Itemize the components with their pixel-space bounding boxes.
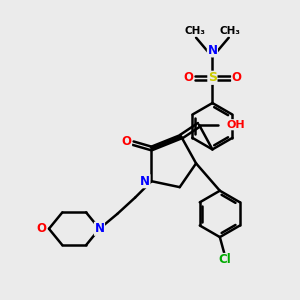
- Text: CH₃: CH₃: [184, 26, 205, 36]
- Text: CH₃: CH₃: [220, 26, 241, 36]
- Text: N: N: [207, 44, 218, 57]
- Text: O: O: [183, 71, 193, 84]
- Text: O: O: [37, 222, 46, 235]
- Text: Cl: Cl: [218, 254, 231, 266]
- Text: N: N: [94, 222, 104, 235]
- Text: S: S: [208, 71, 217, 84]
- Text: O: O: [232, 71, 242, 84]
- Text: O: O: [122, 135, 131, 148]
- Text: OH: OH: [227, 120, 245, 130]
- Text: N: N: [140, 175, 150, 188]
